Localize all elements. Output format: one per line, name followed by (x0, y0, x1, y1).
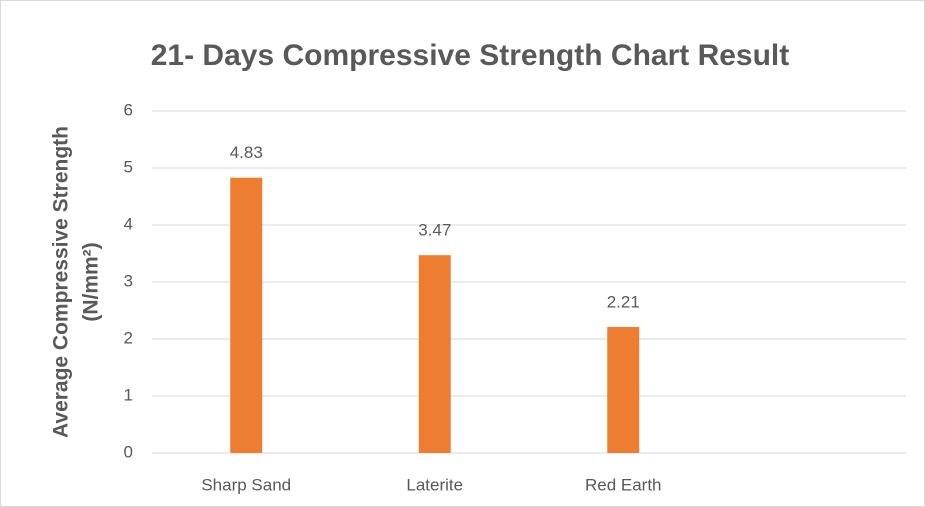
data-label: 4.83 (230, 143, 263, 162)
y-tick-label: 5 (124, 157, 133, 176)
bar (230, 177, 263, 453)
x-tick-label: Sharp Sand (201, 475, 291, 494)
y-tick-label: 2 (124, 328, 133, 347)
y-tick-label: 4 (124, 214, 133, 233)
y-axis-label: (N/mm²) (80, 242, 103, 321)
y-axis-label: Average Compressive Strength (50, 126, 73, 438)
x-tick-label: Red Earth (585, 475, 662, 494)
y-tick-label: 6 (124, 100, 133, 119)
data-label: 3.47 (418, 221, 451, 240)
x-tick-label: Laterite (406, 475, 463, 494)
data-label: 2.21 (607, 293, 640, 312)
chart-title: 21- Days Compressive Strength Chart Resu… (151, 39, 790, 72)
y-tick-label: 0 (124, 442, 133, 461)
bar (607, 327, 640, 453)
y-tick-label: 1 (124, 385, 133, 404)
bar (418, 255, 451, 453)
y-tick-label: 3 (124, 271, 133, 290)
